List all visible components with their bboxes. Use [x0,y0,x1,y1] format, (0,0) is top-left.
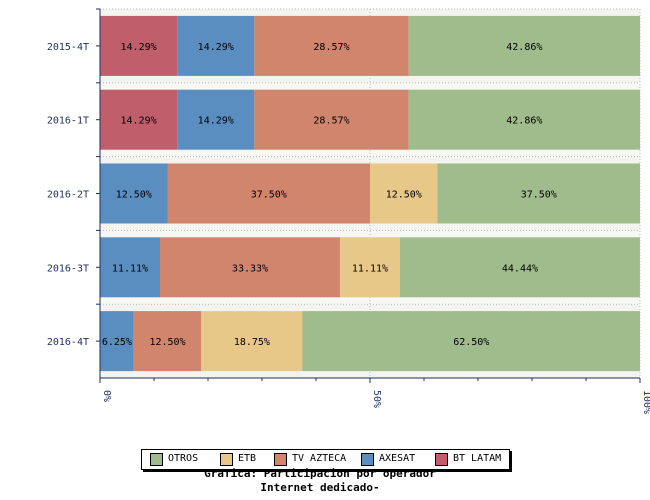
bar-segment-axesat [177,15,255,76]
data-label: 12.50% [116,190,152,201]
bar-segment-axesat [100,311,134,372]
bar-segment-otros [408,89,641,150]
data-label: 37.50% [521,190,557,201]
data-label: 14.29% [198,42,234,53]
legend-label: ETB [238,453,257,464]
data-label: 28.57% [313,116,349,127]
legend-swatch [220,453,233,466]
x-tick-label: 100% [641,390,650,414]
bar-segment-tv-azteca [167,163,370,224]
bar-segment-otros [302,311,640,372]
data-label: 33.33% [232,263,268,274]
x-tick-label: 0% [101,390,112,402]
data-label: 28.57% [313,42,349,53]
legend-label: TV AZTECA [292,453,347,464]
chart-caption-line-2: Internet dedicado- [260,481,380,494]
data-label: 42.86% [506,116,542,127]
bar-segment-bt-latam [100,89,178,150]
data-label: 62.50% [453,337,489,348]
data-label: 6.25% [102,337,132,348]
y-tick-label: 2016-4T [47,337,89,348]
bar-segment-tv-azteca [254,89,409,150]
bar-segments [100,15,641,372]
bar-segment-otros [437,163,640,224]
legend-label: OTROS [168,453,199,464]
legend-label: BT LATAM [453,453,502,464]
data-label: 12.50% [386,190,422,201]
data-label: 42.86% [506,42,542,53]
bar-segment-otros [408,15,641,76]
axes [96,8,641,383]
bar-segment-otros [399,237,640,298]
legend-label: AXESAT [379,453,416,464]
data-label: 37.50% [251,190,287,201]
bar-segment-axesat [100,163,168,224]
y-tick-label: 2016-3T [47,263,89,274]
y-tick-label: 2016-2T [47,190,89,201]
bar-segment-axesat [177,89,255,150]
bar-segment-etb [370,163,438,224]
bar-segment-tv-azteca [254,15,409,76]
y-tick-label: 2015-4T [47,42,89,53]
data-label: 11.11% [112,263,148,274]
x-tick-label: 50% [371,390,382,408]
bar-segment-bt-latam [100,15,178,76]
data-label: 14.29% [121,116,157,127]
bar-segment-tv-azteca [159,237,340,298]
bar-segment-etb [201,311,303,372]
legend-swatch [150,453,163,466]
data-label: 18.75% [234,337,270,348]
bar-segment-etb [339,237,400,298]
y-tick-label: 2016-1T [47,116,89,127]
bar-segment-axesat [100,237,160,298]
data-labels: 14.29% 14.29% 28.57% 42.86% 14.29% 14.29% 28.5… [102,42,557,348]
legend-swatch [274,453,287,466]
legend-swatch [435,453,448,466]
data-label: 44.44% [502,263,538,274]
tick-labels: 2015-4T 2016-1T 2016-2T 2016-3T 2016-4T 0% 50%… [47,42,650,414]
data-label: 11.11% [352,263,388,274]
bar-segment-tv-azteca [133,311,202,372]
data-label: 14.29% [198,116,234,127]
data-label: 14.29% [121,42,157,53]
legend: OTROS ETB TV AZTECA AXESAT BT LATAM [141,449,510,470]
legend-swatch [361,453,374,466]
data-label: 12.50% [149,337,185,348]
chart-caption-line-1: Grafica: Participacion por operador [204,467,436,480]
